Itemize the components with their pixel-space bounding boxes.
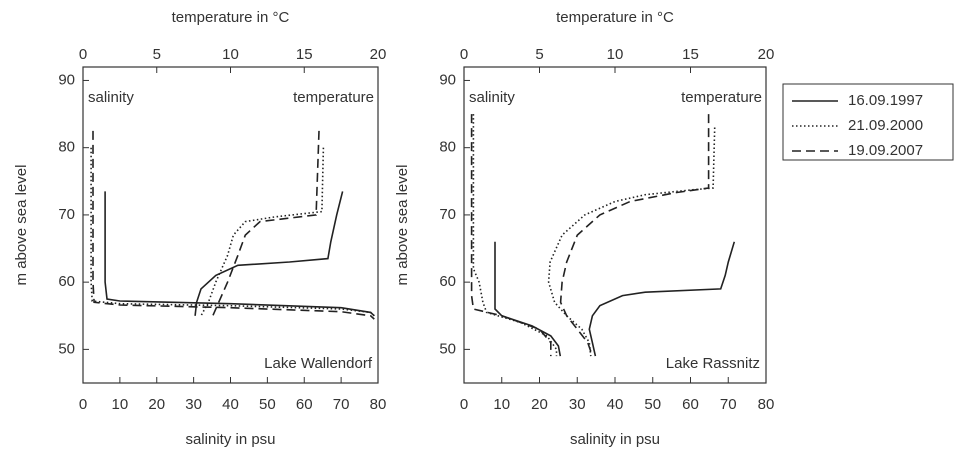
y-tick-label: 50 [439,340,456,357]
x-tick-label: 80 [370,396,387,413]
x-tick-label: 60 [296,396,313,413]
y-tick-label: 50 [58,340,75,357]
profile-line [547,127,716,357]
x2-axis-title: temperature in °C [556,9,674,26]
plot-frame [463,66,767,384]
legend-box [782,83,954,161]
x-tick-label: 10 [112,396,129,413]
profile-line [194,191,344,316]
profile-line [470,114,552,357]
x-tick-label: 50 [259,396,276,413]
x2-tick-label: 0 [460,46,468,63]
y-axis-title: m above sea level [394,165,411,286]
panel-label: Lake Rassnitz [666,355,760,372]
legend-label: 19.09.2007 [848,142,923,159]
profile-line [90,147,375,317]
profile-line [200,147,325,317]
x2-tick-label: 20 [370,46,387,63]
x2-tick-label: 15 [296,46,313,63]
x-axis-title: salinity in psu [570,431,660,448]
x-tick-label: 20 [148,396,165,413]
y-tick-label: 90 [58,71,75,88]
x-tick-label: 20 [531,396,548,413]
annotation: salinity [469,89,515,106]
profile-line [494,241,562,357]
x-tick-label: 0 [460,396,468,413]
y-tick-label: 90 [439,71,456,88]
x2-tick-label: 10 [222,46,239,63]
x-tick-label: 50 [644,396,661,413]
profile-line [92,130,375,320]
x-axis-title: salinity in psu [185,431,275,448]
x-tick-label: 30 [185,396,202,413]
profile-line [559,114,710,357]
profile-line [472,114,558,357]
y-tick-label: 60 [439,273,456,290]
x-tick-label: 40 [222,396,239,413]
x2-tick-label: 5 [535,46,543,63]
x-tick-label: 80 [758,396,775,413]
panel-label: Lake Wallendorf [264,355,373,372]
x-tick-label: 10 [493,396,510,413]
x-tick-label: 30 [569,396,586,413]
x2-tick-label: 20 [758,46,775,63]
profile-line [588,241,736,357]
x2-tick-label: 5 [153,46,161,63]
x2-axis-title: temperature in °C [172,9,290,26]
annotation: salinity [88,89,134,106]
x-tick-label: 70 [333,396,350,413]
x-tick-label: 40 [607,396,624,413]
y-tick-label: 80 [439,139,456,156]
x-tick-label: 60 [682,396,699,413]
x-tick-label: 70 [720,396,737,413]
y-tick-label: 70 [58,206,75,223]
x2-tick-label: 15 [682,46,699,63]
legend-label: 16.09.1997 [848,92,923,109]
y-tick-label: 80 [58,139,75,156]
annotation: temperature [293,89,374,106]
legend-label: 21.09.2000 [848,117,923,134]
profile-line [212,130,320,317]
annotation: temperature [681,89,762,106]
y-tick-label: 60 [58,273,75,290]
x2-tick-label: 10 [607,46,624,63]
x-tick-label: 0 [79,396,87,413]
x2-tick-label: 0 [79,46,87,63]
profile-line [104,191,375,317]
y-tick-label: 70 [439,206,456,223]
y-axis-title: m above sea level [13,165,30,286]
